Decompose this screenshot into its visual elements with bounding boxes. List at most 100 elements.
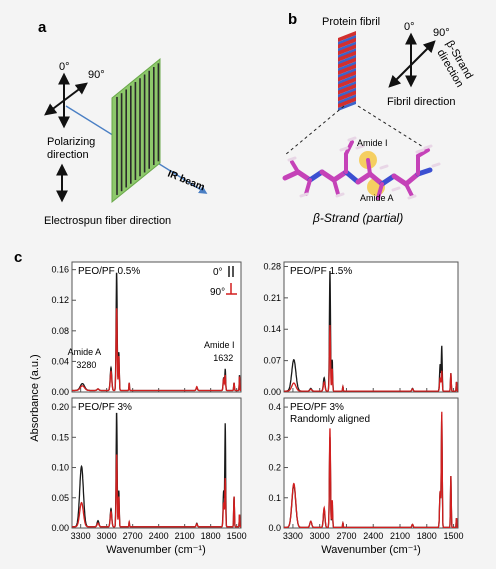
panel-c: c Absorbance (a.u.) Wavenumber (cm⁻¹) Wa… [14,249,464,556]
chart-panel-4: 0.0 0.1 0.2 0.3 0.4 3300 3000 2700 2400 2100 1800 1… [268,397,464,541]
helix-strand-blue [338,81,356,92]
strand-90-label: 90° [433,27,450,39]
y-tick-label: 0.21 [263,293,281,303]
y-tick-label: 0.4 [268,402,281,412]
helix-strand-red [338,37,356,49]
hydrogen-stub [287,156,297,162]
zoom-line-left [284,105,345,156]
legend-label-90: 90° [210,287,225,298]
chart-frame [283,261,459,393]
hydrogen-stub [415,148,425,154]
protein-fibril-label: Protein fibril [322,16,380,28]
panel-a: a 0° 90° Polarizing direction IR beam El… [38,19,208,227]
helix-strand-red [338,97,356,108]
y-tick-label: 0.1 [268,493,281,503]
y-tick-label: 0.05 [51,493,69,503]
x-tick-label: 2700 [123,531,143,541]
panel-a-letter: a [38,19,47,36]
hydrogen-stub [431,162,441,168]
helix-strand-blue [338,61,356,72]
hydrogen-stub [347,136,357,142]
helix-strand-blue [338,41,356,52]
zoom-line-right [357,105,429,151]
chart-frame [71,397,242,529]
hydrogen-stub [335,192,345,198]
y-tick-label: 0.0 [268,523,281,533]
hydrogen-stub [355,144,365,150]
x-tick-label: 3000 [97,531,117,541]
x-tick-label: 1800 [417,531,437,541]
backbone-bond [343,169,361,185]
side-chain-bond [416,148,430,158]
x-tick-label: 2100 [390,531,410,541]
hydrogen-stub [339,146,349,152]
polarizing-label-line2: direction [47,149,89,161]
side-chain-bond [366,158,372,176]
chart-panel-1: 0.00 0.04 0.08 0.12 0.16 PEO/PF 0.5% Amide A 32… [51,261,242,397]
x-tick-label: 2400 [363,531,383,541]
hydrogen-stub [379,164,389,170]
x-tick-label: 1800 [201,531,221,541]
helix-strand-blue [338,87,356,98]
hydrogen-stub [391,186,401,192]
series-line-90deg [72,454,241,528]
beta-strand-caption: β-Strand (partial) [312,211,403,225]
chart-frame [71,261,242,393]
backbone-bond [403,171,421,187]
chart-panel-3: 0.00 0.05 0.10 0.15 0.20 3300 3000 2700 2400 2100… [51,397,247,541]
amide-a-label: Amide A [360,193,394,203]
y-tick-label: 0.00 [51,523,69,533]
y-tick-label: 0.08 [51,326,69,336]
y-tick-label: 0.20 [51,402,69,412]
x-tick-label: 2400 [149,531,169,541]
spectra-charts: 0.00 0.04 0.08 0.12 0.16 PEO/PF 0.5% Amide A 32… [51,261,463,541]
y-tick-label: 0.2 [268,463,281,473]
helix-strand-red [338,57,356,69]
side-chain-bond [332,178,340,196]
series-line-90deg [72,308,241,392]
y-tick-label: 0.07 [263,356,281,366]
helix-strand-blue [338,68,356,78]
helix-strand-red [338,31,356,42]
polarizing-label-line1: Polarizing [47,136,95,148]
helix-strand-red [338,50,356,62]
x-axis-label-left: Wavenumber (cm⁻¹) [106,544,206,556]
y-tick-label: 0.10 [51,463,69,473]
series-line-90deg [284,325,458,392]
y-tick-label: 0.00 [51,387,69,397]
hydrogen-stub [407,194,417,200]
chart-subtitle: Randomly aligned [290,414,370,425]
pol-0-label: 0° [59,61,70,73]
x-tick-label: 1500 [444,531,464,541]
chart-annotation: 3280 [76,360,96,370]
side-chain-bond [290,160,300,174]
legend: 0° 90° [210,266,237,298]
fiber-direction-label: Electrospun fiber direction [44,215,171,227]
helix-strand-blue [338,48,356,59]
mesh-fibers [116,63,160,195]
chart-title: PEO/PF 3% [290,402,344,413]
strand-90-arrow [388,40,436,88]
backbone-bond [367,171,385,187]
y-tick-label: 0.14 [263,324,281,334]
legend-label-0: 0° [213,267,223,278]
y-tick-label: 0.12 [51,295,69,305]
side-chain-bond [404,182,414,198]
helix-strand-blue [338,94,356,105]
fibril-direction-label: Fibril direction [387,96,455,108]
x-axis-label-right: Wavenumber (cm⁻¹) [321,544,421,556]
y-tick-label: 0.16 [51,265,69,275]
panel-b-letter: b [288,11,297,28]
y-tick-label: 0.00 [263,387,281,397]
x-tick-label: 2700 [336,531,356,541]
chart-frame [283,397,459,529]
strand-0-label: 0° [404,21,415,33]
ir-beam-label: IR beam [166,169,206,194]
helix-strand-blue [338,35,356,45]
pol-90-label: 90° [88,69,105,81]
beta-strand-molecule [282,136,441,200]
side-chain-bond [376,182,384,200]
helix-strand-red [338,83,356,95]
